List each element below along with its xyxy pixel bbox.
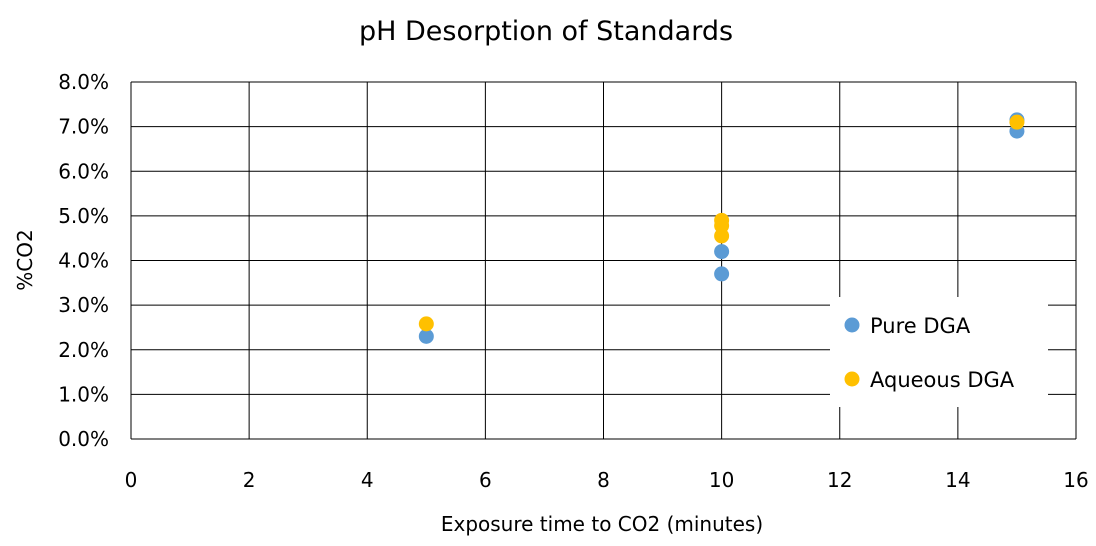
- data-point-pure-dga: [714, 244, 730, 260]
- x-tick-label: 0: [125, 468, 138, 492]
- y-tick-label: 3.0%: [58, 293, 109, 317]
- y-tick-label: 5.0%: [58, 204, 109, 228]
- tick-labels: 0 2 4 6 8 10 12 14 16 0.0% 1.0% 2.0% 3.0% 4.0% 5.0% 6.0…: [58, 70, 1089, 492]
- legend: Pure DGA Aqueous DGA: [830, 297, 1048, 407]
- x-tick-label: 8: [597, 468, 610, 492]
- data-point-aqueous-dga: [714, 228, 730, 244]
- legend-marker-pure-dga: [844, 317, 860, 333]
- x-tick-label: 6: [479, 468, 492, 492]
- x-tick-label: 4: [361, 468, 374, 492]
- data-points: [418, 112, 1025, 344]
- data-point-pure-dga: [714, 266, 730, 282]
- y-tick-label: 0.0%: [58, 427, 109, 451]
- legend-box: [830, 297, 1048, 407]
- x-tick-label: 10: [709, 468, 734, 492]
- legend-label-pure-dga: Pure DGA: [870, 314, 971, 338]
- legend-marker-aqueous-dga: [844, 371, 860, 387]
- x-axis-title: Exposure time to CO2 (minutes): [441, 512, 763, 536]
- y-tick-label: 1.0%: [58, 382, 109, 406]
- legend-label-aqueous-dga: Aqueous DGA: [870, 368, 1015, 392]
- x-tick-label: 16: [1063, 468, 1088, 492]
- y-tick-label: 4.0%: [58, 249, 109, 273]
- x-tick-label: 14: [945, 468, 970, 492]
- grid: [130, 81, 1077, 440]
- data-point-aqueous-dga: [1009, 114, 1025, 130]
- y-tick-label: 6.0%: [58, 159, 109, 183]
- x-tick-label: 12: [827, 468, 852, 492]
- y-tick-label: 7.0%: [58, 115, 109, 139]
- y-axis-title: %CO2: [13, 229, 37, 290]
- y-tick-label: 2.0%: [58, 338, 109, 362]
- y-tick-label: 8.0%: [58, 70, 109, 94]
- chart-title: pH Desorption of Standards: [359, 16, 733, 47]
- data-point-aqueous-dga: [714, 212, 730, 228]
- x-tick-label: 2: [243, 468, 256, 492]
- data-point-aqueous-dga: [418, 316, 434, 332]
- data-point-pure-dga: [418, 328, 434, 344]
